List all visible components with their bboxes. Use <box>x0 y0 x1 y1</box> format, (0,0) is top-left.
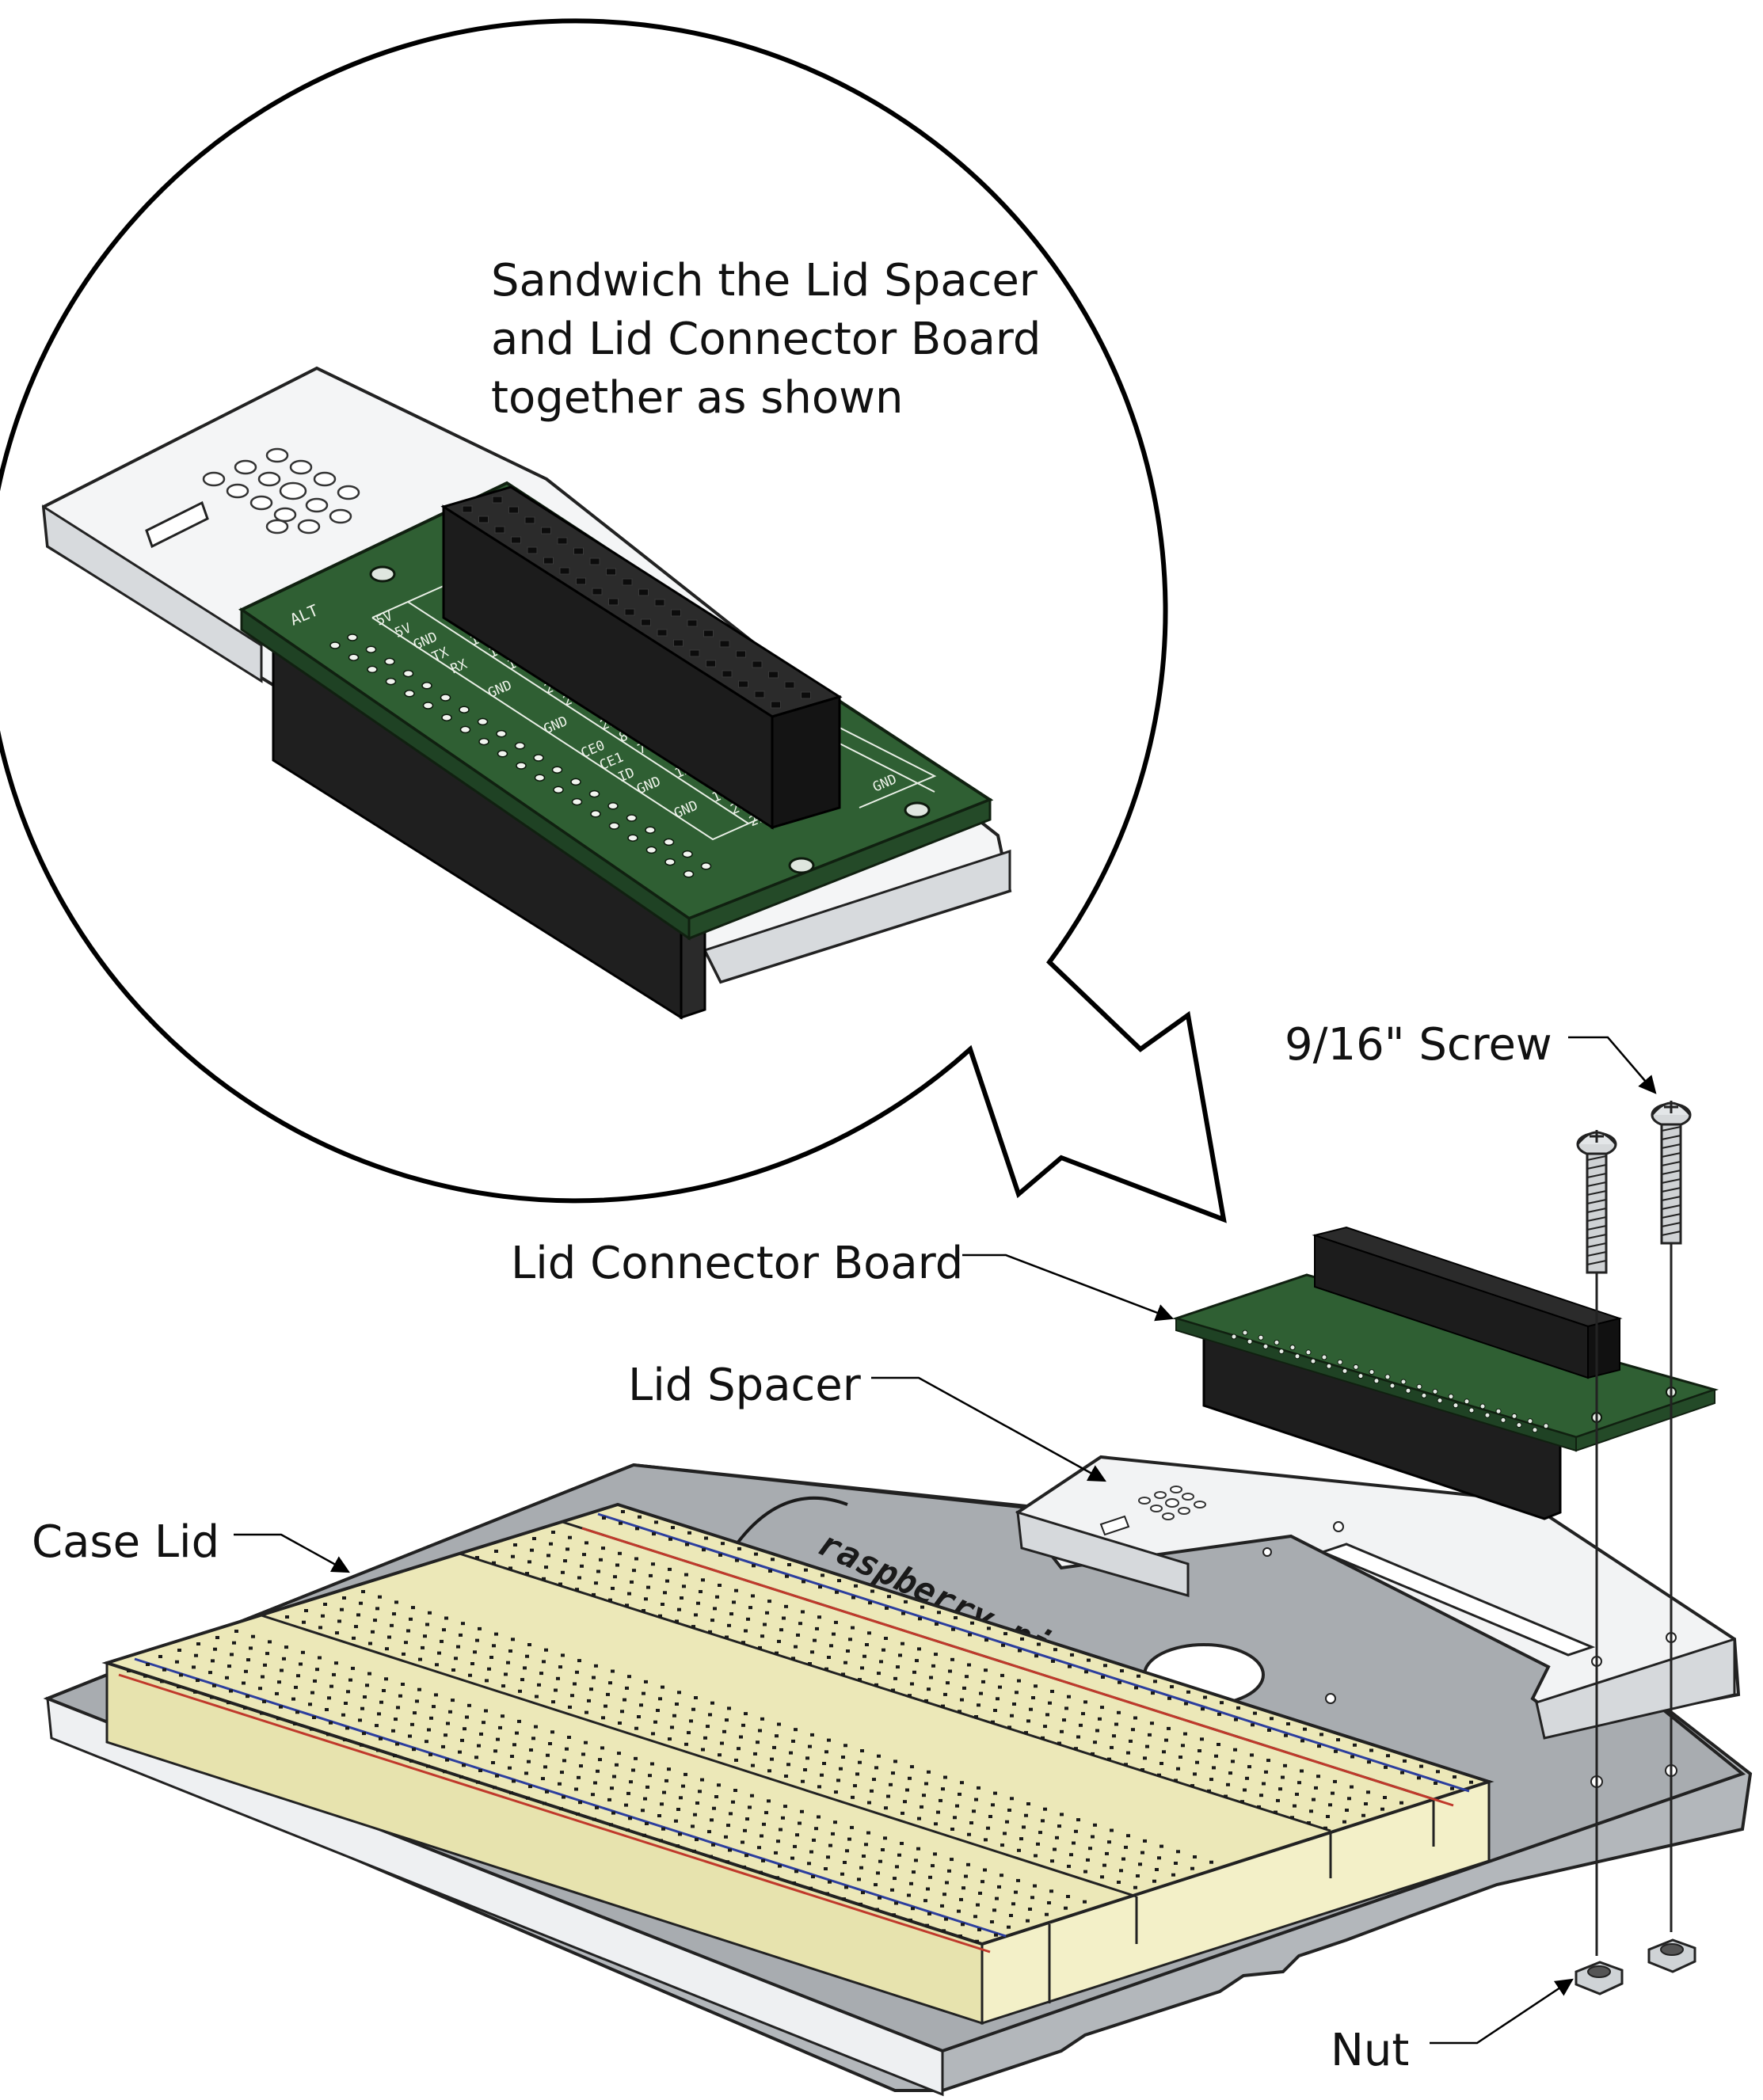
leader-lid-spacer <box>871 1376 1106 1482</box>
callout-instruction: Sandwich the Lid Spacer and Lid Connecto… <box>491 252 1041 428</box>
callout-line-2: and Lid Connector Board <box>491 314 1041 365</box>
breadboard <box>101 1502 1495 2026</box>
callout-line-1: Sandwich the Lid Spacer <box>491 255 1038 306</box>
nuts <box>1575 1938 1696 1995</box>
board-pin-holes <box>1231 1330 1549 1433</box>
nut-right <box>1647 1938 1696 1973</box>
screws <box>1576 1101 1692 1956</box>
screw-right <box>1651 1101 1692 1245</box>
leader-nut <box>1430 1978 1574 2045</box>
label-lid-spacer: Lid Spacer <box>628 1360 861 1411</box>
nut-left <box>1575 1961 1624 1995</box>
zoom-pin-holes <box>329 633 712 878</box>
leader-lid-connector-board <box>962 1254 1175 1322</box>
screw-left <box>1576 1130 1617 1274</box>
zoom-connector-board: ALT 5V5VGNDTX14RX1518GND2324GND25CE08CE1… <box>238 481 994 1020</box>
breadboard-holes <box>127 1510 1473 1943</box>
lid-spacer <box>1015 1455 1741 1740</box>
leader-case-lid <box>234 1533 350 1573</box>
label-lid-connector-board: Lid Connector Board <box>511 1238 964 1289</box>
zoom-header-sockets <box>462 496 811 709</box>
label-nut: Nut <box>1331 2025 1410 2076</box>
lid-connector-board <box>1172 1226 1719 1520</box>
callout-line-3: together as shown <box>491 372 904 424</box>
leader-screw <box>1568 1036 1657 1094</box>
label-screw: 9/16" Screw <box>1285 1019 1552 1071</box>
zoom-vent-holes <box>202 447 360 535</box>
leader-lines <box>234 1036 1657 2045</box>
label-case-lid: Case Lid <box>32 1516 220 1568</box>
